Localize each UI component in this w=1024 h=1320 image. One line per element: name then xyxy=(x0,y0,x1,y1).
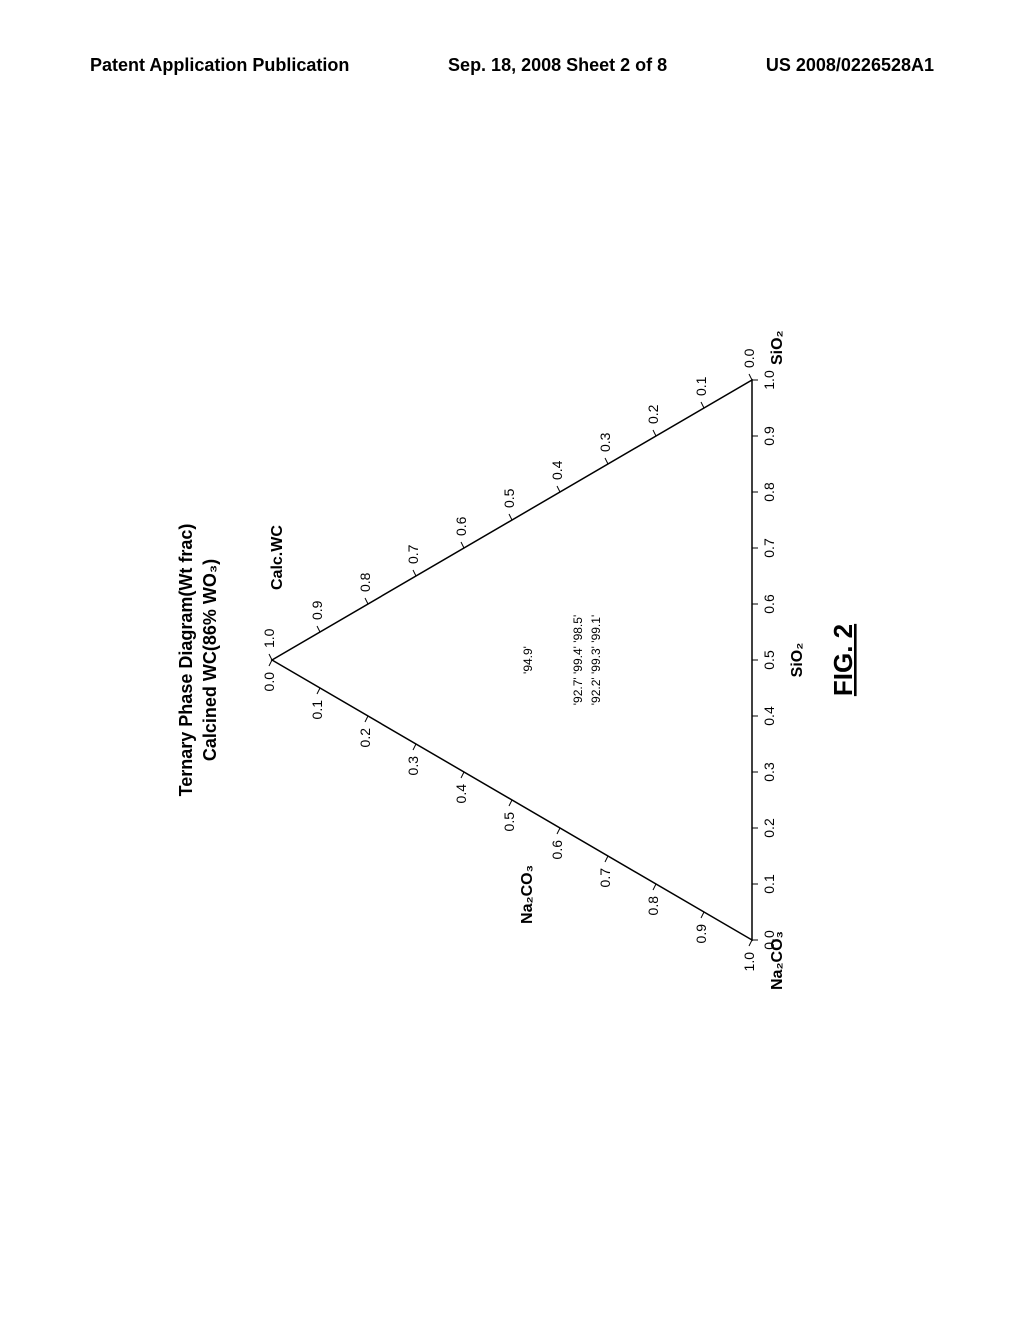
title-line-2: Calcined WC(86% WO₃) xyxy=(200,559,220,761)
triangle-outline xyxy=(272,380,752,940)
svg-text:0.4: 0.4 xyxy=(453,784,469,804)
svg-text:0.7: 0.7 xyxy=(761,538,777,558)
title-line-1: Ternary Phase Diagram(Wt frac) xyxy=(176,524,196,797)
svg-text:0.5: 0.5 xyxy=(501,812,517,832)
svg-text:0.4: 0.4 xyxy=(761,706,777,726)
svg-text:0.3: 0.3 xyxy=(405,756,421,776)
svg-text:0.9: 0.9 xyxy=(693,924,709,944)
svg-text:0.1: 0.1 xyxy=(693,376,709,396)
svg-text:0.8: 0.8 xyxy=(645,896,661,916)
svg-text:0.5: 0.5 xyxy=(761,650,777,670)
svg-text:0.5: 0.5 xyxy=(501,488,517,508)
svg-text:0.2: 0.2 xyxy=(357,728,373,748)
header-right: US 2008/0226528A1 xyxy=(766,55,934,76)
vertex-top: Calc.WC xyxy=(269,525,286,590)
svg-text:1.0: 1.0 xyxy=(741,952,757,972)
svg-text:0.9: 0.9 xyxy=(761,426,777,446)
figure-label: FIG. 2 xyxy=(828,624,858,696)
svg-text:0.7: 0.7 xyxy=(597,868,613,888)
svg-text:0.0: 0.0 xyxy=(261,672,277,692)
svg-text:0.0: 0.0 xyxy=(761,930,777,950)
data-point-2: '92.2' '99.3' '99.1' xyxy=(589,615,603,705)
svg-text:0.3: 0.3 xyxy=(597,432,613,452)
svg-text:1.0: 1.0 xyxy=(261,628,277,648)
header-left: Patent Application Publication xyxy=(90,55,349,76)
svg-text:0.2: 0.2 xyxy=(761,818,777,838)
svg-text:0.3: 0.3 xyxy=(761,762,777,782)
svg-text:0.4: 0.4 xyxy=(549,460,565,480)
svg-text:0.1: 0.1 xyxy=(309,700,325,720)
svg-text:0.7: 0.7 xyxy=(405,544,421,564)
svg-text:1.0: 1.0 xyxy=(761,370,777,390)
svg-text:0.8: 0.8 xyxy=(761,482,777,502)
svg-text:0.2: 0.2 xyxy=(645,404,661,424)
svg-text:0.6: 0.6 xyxy=(453,516,469,536)
svg-text:0.1: 0.1 xyxy=(761,874,777,894)
svg-text:0.9: 0.9 xyxy=(309,600,325,620)
diagram-svg: Ternary Phase Diagram(Wt frac) Calcined … xyxy=(152,300,872,1020)
svg-text:0.6: 0.6 xyxy=(549,840,565,860)
ternary-diagram: Ternary Phase Diagram(Wt frac) Calcined … xyxy=(152,300,872,1020)
header-center: Sep. 18, 2008 Sheet 2 of 8 xyxy=(448,55,667,76)
svg-text:0.8: 0.8 xyxy=(357,572,373,592)
svg-text:0.0: 0.0 xyxy=(741,348,757,368)
svg-text:0.6: 0.6 xyxy=(761,594,777,614)
axis-left-label: Na₂CO₃ xyxy=(519,865,536,924)
data-point-1: '92.7' '99.4' '98.5' xyxy=(571,615,585,705)
data-point-0: '94.9' xyxy=(521,646,535,674)
axis-bottom-label: SiO₂ xyxy=(789,643,806,678)
vertex-right: SiO₂ xyxy=(769,330,786,365)
